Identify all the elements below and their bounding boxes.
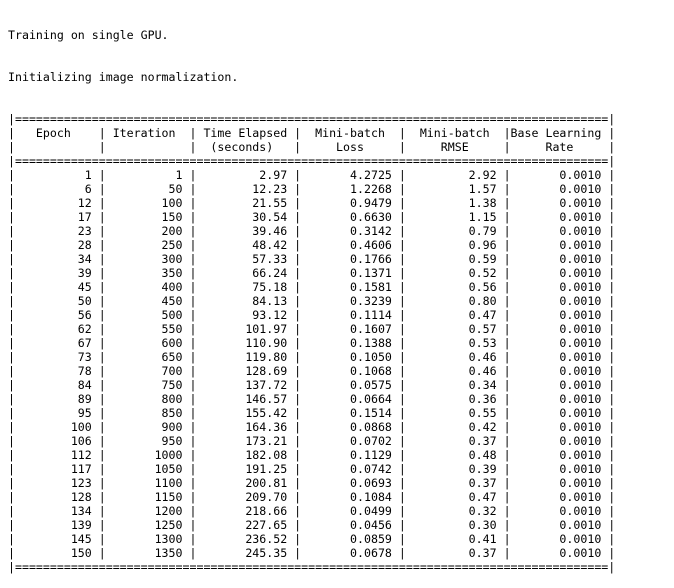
- table-row: | 145 | 1300 | 236.52 | 0.0859 | 0.41 | …: [8, 532, 616, 546]
- table-row: | 117 | 1050 | 191.25 | 0.0742 | 0.39 | …: [8, 462, 616, 476]
- table-row: | 1 | 1 | 2.97 | 4.2725 | 2.92 | 0.0010 …: [8, 168, 616, 182]
- console-message-line: Training on single GPU.: [8, 28, 169, 42]
- table-header-separator: |=======================================…: [8, 154, 616, 168]
- table-row: | 139 | 1250 | 227.65 | 0.0456 | 0.30 | …: [8, 518, 616, 532]
- table-top-border: |=======================================…: [8, 112, 616, 126]
- table-row: | 106 | 950 | 173.21 | 0.0702 | 0.37 | 0…: [8, 434, 616, 448]
- training-progress-table: |=======================================…: [8, 112, 615, 574]
- table-row: | 6 | 50 | 12.23 | 1.2268 | 1.57 | 0.001…: [8, 182, 616, 196]
- table-header-row: | Epoch | Iteration | Time Elapsed | Min…: [8, 126, 616, 140]
- table-row: | 28 | 250 | 48.42 | 0.4606 | 0.96 | 0.0…: [8, 238, 616, 252]
- table-row: | 134 | 1200 | 218.66 | 0.0499 | 0.32 | …: [8, 504, 616, 518]
- table-row: | 39 | 350 | 66.24 | 0.1371 | 0.52 | 0.0…: [8, 266, 616, 280]
- console-message-line: Initializing image normalization.: [8, 70, 239, 84]
- table-row: | 67 | 600 | 110.90 | 0.1388 | 0.53 | 0.…: [8, 336, 616, 350]
- console-output: Training on single GPU. Initializing ima…: [8, 0, 615, 588]
- table-row: | 23 | 200 | 39.46 | 0.3142 | 0.79 | 0.0…: [8, 224, 616, 238]
- table-bottom-border: |=======================================…: [8, 560, 616, 574]
- table-row: | 45 | 400 | 75.18 | 0.1581 | 0.56 | 0.0…: [8, 280, 616, 294]
- table-row: | 95 | 850 | 155.42 | 0.1514 | 0.55 | 0.…: [8, 406, 616, 420]
- table-row: | 128 | 1150 | 209.70 | 0.1084 | 0.47 | …: [8, 490, 616, 504]
- table-row: | 78 | 700 | 128.69 | 0.1068 | 0.46 | 0.…: [8, 364, 616, 378]
- table-row: | 34 | 300 | 57.33 | 0.1766 | 0.59 | 0.0…: [8, 252, 616, 266]
- table-header-row: | | | (seconds) | Loss | RMSE | Rate |: [8, 140, 616, 154]
- table-row: | 89 | 800 | 146.57 | 0.0664 | 0.36 | 0.…: [8, 392, 616, 406]
- table-row: | 62 | 550 | 101.97 | 0.1607 | 0.57 | 0.…: [8, 322, 616, 336]
- table-row: | 56 | 500 | 93.12 | 0.1114 | 0.47 | 0.0…: [8, 308, 616, 322]
- table-row: | 17 | 150 | 30.54 | 0.6630 | 1.15 | 0.0…: [8, 210, 616, 224]
- table-row: | 112 | 1000 | 182.08 | 0.1129 | 0.48 | …: [8, 448, 616, 462]
- table-row: | 150 | 1350 | 245.35 | 0.0678 | 0.37 | …: [8, 546, 616, 560]
- table-row: | 84 | 750 | 137.72 | 0.0575 | 0.34 | 0.…: [8, 378, 616, 392]
- table-row: | 123 | 1100 | 200.81 | 0.0693 | 0.37 | …: [8, 476, 616, 490]
- table-row: | 50 | 450 | 84.13 | 0.3239 | 0.80 | 0.0…: [8, 294, 616, 308]
- table-row: | 100 | 900 | 164.36 | 0.0868 | 0.42 | 0…: [8, 420, 616, 434]
- table-row: | 12 | 100 | 21.55 | 0.9479 | 1.38 | 0.0…: [8, 196, 616, 210]
- table-row: | 73 | 650 | 119.80 | 0.1050 | 0.46 | 0.…: [8, 350, 616, 364]
